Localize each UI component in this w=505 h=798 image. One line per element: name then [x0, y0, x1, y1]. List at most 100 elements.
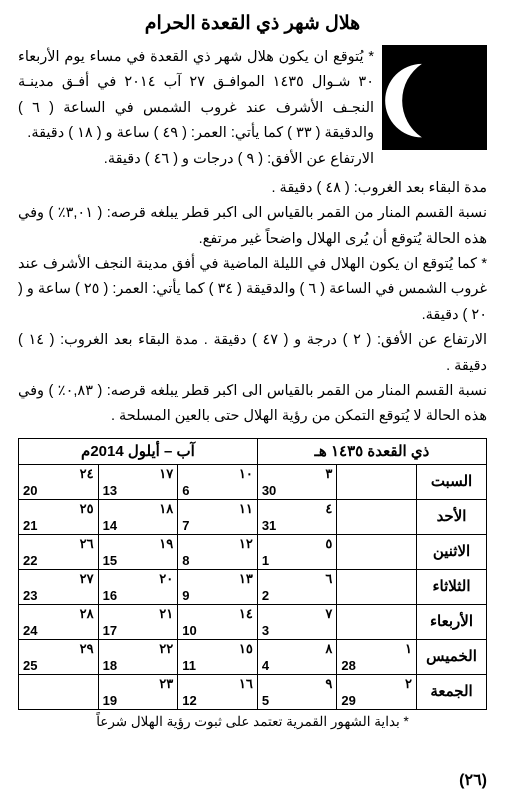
calendar-cell: ٧3: [257, 604, 337, 639]
gregorian-day: 12: [182, 693, 196, 708]
hijri-day: ٢٧: [80, 571, 94, 587]
calendar-cell: ١٩ 15: [98, 534, 178, 569]
calendar-cell: ٣ 30: [257, 464, 337, 499]
gregorian-day: 24: [23, 623, 37, 638]
para-5: * كما يُتوقع ان يكون الهلال في الليلة ال…: [18, 252, 487, 328]
gregorian-day: 11: [182, 658, 196, 673]
gregorian-day: 15: [103, 553, 117, 568]
gregorian-day: 17: [103, 623, 117, 638]
hijri-day: ٣: [325, 466, 332, 482]
gregorian-day: 3: [262, 623, 269, 638]
gregorian-day: 16: [103, 588, 117, 603]
calendar-cell: ٢٤ 20: [19, 464, 99, 499]
hijri-day: ٥: [325, 536, 332, 552]
gregorian-day: 31: [262, 518, 276, 533]
hijri-day: ٢٨: [80, 606, 94, 622]
hijri-day: ٧: [325, 606, 332, 622]
gregorian-day: 13: [103, 483, 117, 498]
calendar-cell: ١٦ 12: [178, 674, 258, 709]
calendar-cell: ٢٢18: [98, 639, 178, 674]
gregorian-day: 8: [182, 553, 189, 568]
calendar-cell: ١٤ 10: [178, 604, 258, 639]
calendar-cell: [337, 499, 417, 534]
hijri-day: ٢١: [159, 606, 173, 622]
hijri-day: ٢٠: [159, 571, 173, 587]
gregorian-day: 4: [262, 658, 269, 673]
gregorian-day: 25: [23, 658, 37, 673]
hijri-day: ٨: [325, 641, 332, 657]
gregorian-day: 6: [182, 483, 189, 498]
calendar-cell: [337, 464, 417, 499]
gregorian-day: 29: [341, 693, 355, 708]
calendar-cell: ١٢ 8: [178, 534, 258, 569]
calendar-cell: [337, 534, 417, 569]
gregorian-day: 7: [182, 518, 189, 533]
hijri-day: ١٦: [239, 676, 253, 692]
day-name: الجمعة: [417, 674, 487, 709]
greg-month-header: آب – أيلول 2014م: [19, 438, 258, 464]
para-7: نسبة القسم المنار من القمر بالقياس الى ا…: [18, 379, 487, 430]
calendar-cell: ١٠ 6: [178, 464, 258, 499]
calendar-cell: ٢٣ 19: [98, 674, 178, 709]
calendar-table: ذي القعدة ١٤٣٥ هـ آب – أيلول 2014م السبت…: [18, 438, 487, 710]
calendar-cell: ٢29: [337, 674, 417, 709]
hijri-day: ١٩: [159, 536, 173, 552]
day-name: الثلاثاء: [417, 569, 487, 604]
calendar-cell: ٢٠ 16: [98, 569, 178, 604]
header-block: * يُتوقع ان يكون هلال شهر ذي القعدة في م…: [18, 45, 487, 172]
footnote: * بداية الشهور القمرية تعتمد على ثبوت رؤ…: [18, 714, 487, 730]
hijri-month-header: ذي القعدة ١٤٣٥ هـ: [257, 438, 486, 464]
calendar-cell: ٢٥21: [19, 499, 99, 534]
gregorian-day: 30: [262, 483, 276, 498]
calendar-cell: ٥1: [257, 534, 337, 569]
calendar-cell: ١٥ 11: [178, 639, 258, 674]
hijri-day: ٢٢: [159, 641, 173, 657]
gregorian-day: 23: [23, 588, 37, 603]
calendar-cell: [337, 569, 417, 604]
page-title: هلال شهر ذي القعدة الحرام: [18, 12, 487, 35]
gregorian-day: 19: [103, 693, 117, 708]
calendar-cell: ١١ 7: [178, 499, 258, 534]
hijri-day: ١٥: [239, 641, 253, 657]
calendar-cell: ٢٧ 23: [19, 569, 99, 604]
calendar-cell: ٢٦22: [19, 534, 99, 569]
gregorian-day: 20: [23, 483, 37, 498]
day-name: السبت: [417, 464, 487, 499]
calendar-cell: ٢١ 17: [98, 604, 178, 639]
hijri-day: ١٧: [159, 466, 173, 482]
hijri-day: ١٣: [239, 571, 253, 587]
hijri-day: ١٤: [239, 606, 253, 622]
gregorian-day: 22: [23, 553, 37, 568]
hijri-day: ٢٣: [159, 676, 173, 692]
page-number: (٢٦): [459, 770, 487, 790]
calendar-cell: ١٨ 14: [98, 499, 178, 534]
para-4: نسبة القسم المنار من القمر بالقياس الى ا…: [18, 201, 487, 252]
gregorian-day: 14: [103, 518, 117, 533]
hijri-day: ١٨: [159, 501, 173, 517]
hijri-day: ٩: [325, 676, 332, 692]
hijri-day: ١١: [239, 501, 253, 517]
hijri-day: ٤: [325, 501, 332, 517]
day-name: الأربعاء: [417, 604, 487, 639]
hijri-day: ٢٤: [80, 466, 94, 482]
hijri-day: ١٠: [239, 466, 253, 482]
gregorian-day: 10: [182, 623, 196, 638]
body-paragraphs: مدة البقاء بعد الغروب: ( ٤٨ ) دقيقة . نس…: [18, 176, 487, 430]
para-2: الارتفاع عن الأفق: ( ٩ ) درجات و ( ٤٦ ) …: [18, 147, 374, 172]
intro-text: * يُتوقع ان يكون هلال شهر ذي القعدة في م…: [18, 45, 374, 172]
hijri-day: ٦: [325, 571, 332, 587]
calendar-cell: ٤ 31: [257, 499, 337, 534]
gregorian-day: 28: [341, 658, 355, 673]
para-3: مدة البقاء بعد الغروب: ( ٤٨ ) دقيقة .: [18, 176, 487, 201]
calendar-cell: ١٧ 13: [98, 464, 178, 499]
hijri-day: ١: [405, 641, 412, 657]
calendar-cell: ٢٩25: [19, 639, 99, 674]
hijri-day: ١٢: [239, 536, 253, 552]
gregorian-day: 5: [262, 693, 269, 708]
calendar-cell: ١ 28: [337, 639, 417, 674]
calendar-cell: [19, 674, 99, 709]
calendar-cell: ١٣9: [178, 569, 258, 604]
gregorian-day: 2: [262, 588, 269, 603]
calendar-cell: ٦2: [257, 569, 337, 604]
calendar-cell: [337, 604, 417, 639]
